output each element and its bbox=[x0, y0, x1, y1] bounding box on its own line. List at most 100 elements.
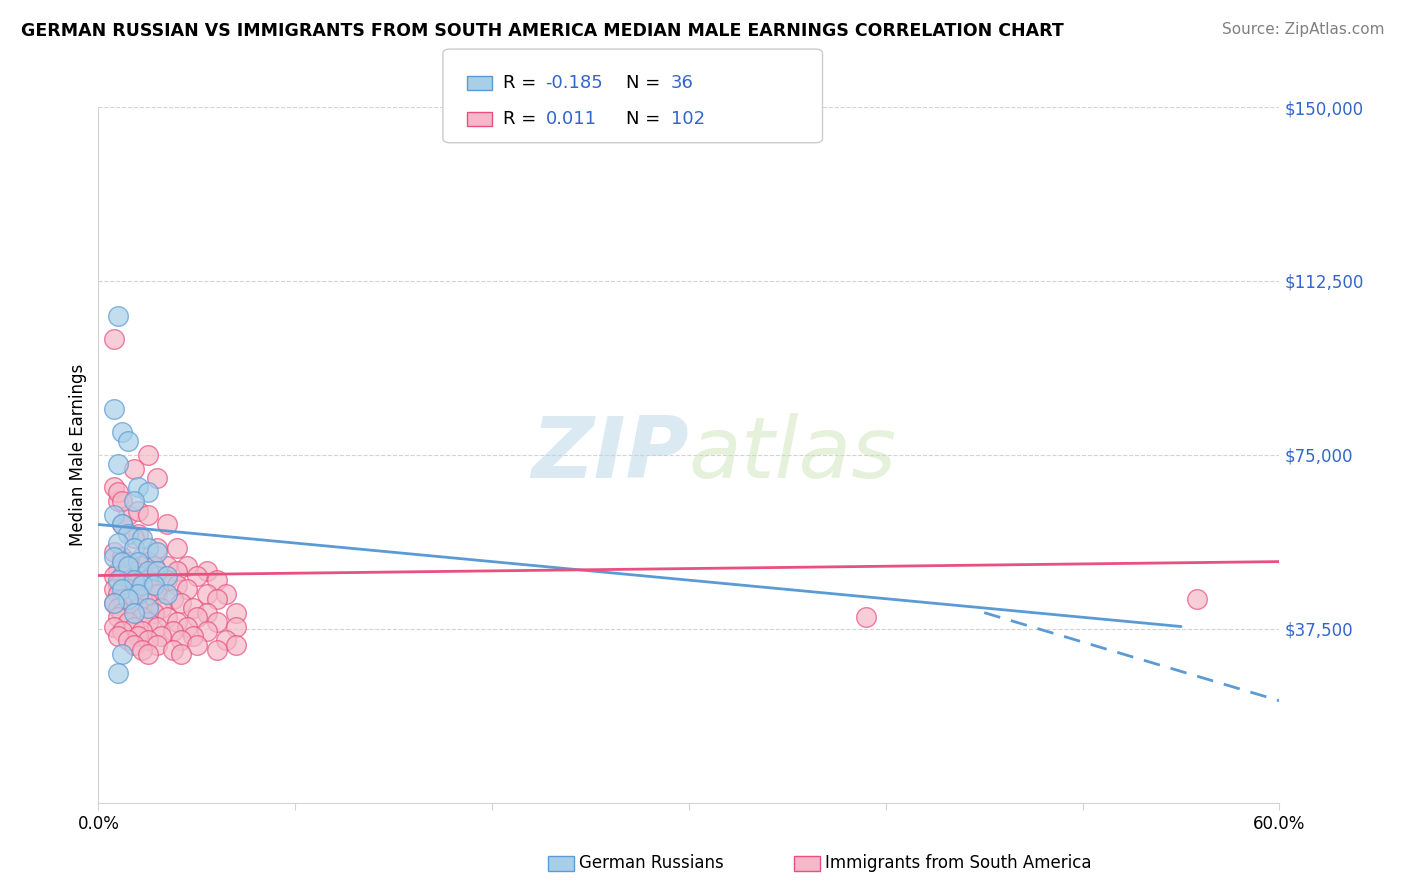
Point bbox=[146, 619, 169, 633]
Point bbox=[225, 638, 247, 652]
Point bbox=[166, 564, 188, 578]
Point bbox=[136, 541, 159, 555]
Point bbox=[156, 568, 179, 582]
Point bbox=[122, 606, 145, 620]
Point bbox=[215, 587, 238, 601]
Point bbox=[195, 587, 218, 601]
Point bbox=[103, 508, 125, 523]
Y-axis label: Median Male Earnings: Median Male Earnings bbox=[69, 364, 87, 546]
Point bbox=[107, 485, 129, 500]
Point bbox=[176, 559, 198, 574]
Point bbox=[131, 578, 153, 592]
Point bbox=[117, 582, 139, 597]
Point bbox=[205, 615, 228, 629]
Point bbox=[142, 582, 165, 597]
Point bbox=[122, 462, 145, 476]
Point bbox=[111, 425, 134, 439]
Point bbox=[181, 629, 204, 643]
Point bbox=[146, 471, 169, 485]
Point bbox=[111, 648, 134, 662]
Point bbox=[111, 494, 134, 508]
Point bbox=[146, 545, 169, 559]
Point bbox=[146, 568, 169, 582]
Point bbox=[136, 564, 159, 578]
Point bbox=[111, 568, 134, 582]
Point bbox=[142, 606, 165, 620]
Point bbox=[107, 573, 129, 587]
Point bbox=[136, 615, 159, 629]
Point bbox=[170, 648, 193, 662]
Point bbox=[136, 555, 159, 569]
Point bbox=[215, 633, 238, 648]
Point bbox=[186, 568, 208, 582]
Point bbox=[156, 573, 179, 587]
Point bbox=[131, 532, 153, 546]
Point bbox=[117, 633, 139, 648]
Text: N =: N = bbox=[626, 74, 665, 92]
Point bbox=[127, 480, 149, 494]
Point bbox=[156, 559, 179, 574]
Point bbox=[166, 615, 188, 629]
Point bbox=[122, 573, 145, 587]
Point bbox=[131, 642, 153, 657]
Point bbox=[127, 568, 149, 582]
Point bbox=[107, 457, 129, 471]
Point bbox=[136, 508, 159, 523]
Point bbox=[205, 642, 228, 657]
Point bbox=[107, 587, 129, 601]
Point bbox=[127, 629, 149, 643]
Point bbox=[111, 517, 134, 532]
Text: N =: N = bbox=[626, 110, 665, 128]
Point bbox=[205, 573, 228, 587]
Point bbox=[855, 610, 877, 624]
Point bbox=[107, 309, 129, 323]
Point bbox=[146, 587, 169, 601]
Point bbox=[103, 401, 125, 416]
Point bbox=[103, 480, 125, 494]
Point bbox=[111, 582, 134, 597]
Point bbox=[103, 619, 125, 633]
Point bbox=[117, 573, 139, 587]
Point bbox=[103, 545, 125, 559]
Point bbox=[127, 526, 149, 541]
Point bbox=[122, 494, 145, 508]
Point bbox=[127, 601, 149, 615]
Point bbox=[131, 578, 153, 592]
Text: Source: ZipAtlas.com: Source: ZipAtlas.com bbox=[1222, 22, 1385, 37]
Text: 102: 102 bbox=[671, 110, 704, 128]
Point bbox=[136, 648, 159, 662]
Text: atlas: atlas bbox=[689, 413, 897, 497]
Point bbox=[122, 619, 145, 633]
Point bbox=[103, 596, 125, 610]
Point bbox=[122, 541, 145, 555]
Point bbox=[156, 587, 179, 601]
Point bbox=[103, 568, 125, 582]
Point bbox=[142, 559, 165, 574]
Point bbox=[107, 494, 129, 508]
Point bbox=[117, 591, 139, 606]
Point bbox=[107, 665, 129, 680]
Point bbox=[170, 633, 193, 648]
Text: Immigrants from South America: Immigrants from South America bbox=[825, 855, 1092, 872]
Point bbox=[225, 606, 247, 620]
Point bbox=[107, 601, 129, 615]
Point bbox=[111, 606, 134, 620]
Text: 0.011: 0.011 bbox=[546, 110, 596, 128]
Point bbox=[186, 638, 208, 652]
Point bbox=[117, 559, 139, 574]
Point bbox=[117, 508, 139, 523]
Point bbox=[111, 517, 134, 532]
Text: GERMAN RUSSIAN VS IMMIGRANTS FROM SOUTH AMERICA MEDIAN MALE EARNINGS CORRELATION: GERMAN RUSSIAN VS IMMIGRANTS FROM SOUTH … bbox=[21, 22, 1064, 40]
Point bbox=[111, 555, 134, 569]
Point bbox=[127, 503, 149, 517]
Point bbox=[131, 610, 153, 624]
Text: 36: 36 bbox=[671, 74, 693, 92]
Point bbox=[162, 624, 184, 639]
Point bbox=[181, 601, 204, 615]
Point bbox=[122, 638, 145, 652]
Point bbox=[136, 601, 159, 615]
Point bbox=[107, 610, 129, 624]
Point bbox=[146, 541, 169, 555]
Point bbox=[136, 448, 159, 462]
Point bbox=[107, 629, 129, 643]
